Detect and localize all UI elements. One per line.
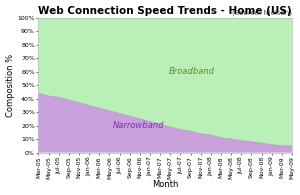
Title: Web Connection Speed Trends - Home (US): Web Connection Speed Trends - Home (US): [38, 5, 292, 16]
Text: Narrowband: Narrowband: [113, 121, 164, 130]
X-axis label: Month: Month: [152, 180, 178, 190]
Y-axis label: Composition %: Composition %: [6, 54, 15, 117]
Text: (Source: Nielsen): (Source: Nielsen): [232, 10, 292, 16]
Text: Broadband: Broadband: [168, 67, 214, 76]
